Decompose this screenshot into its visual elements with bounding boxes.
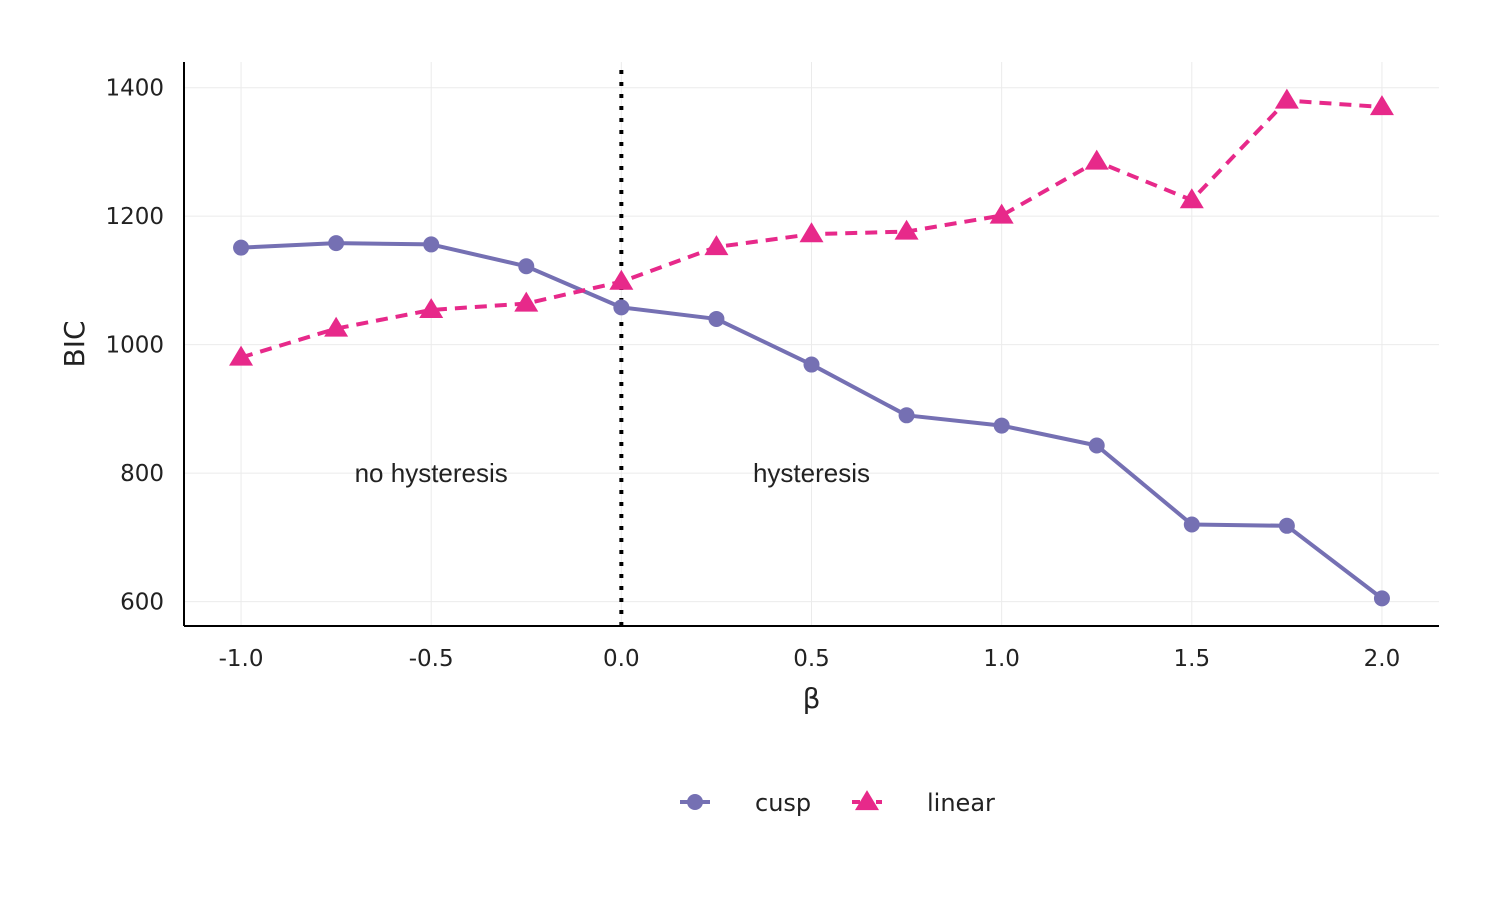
x-tick-label: 0.0 — [603, 646, 640, 672]
data-point-linear — [324, 316, 349, 337]
data-point-linear — [1084, 149, 1109, 170]
data-point-cusp — [233, 239, 250, 256]
data-point-linear — [1274, 88, 1299, 109]
data-point-linear — [799, 222, 824, 243]
axes-layer: -1.0 -0.5 0.0 0.5 1.0 1.5 2.0 600 800 1000 1200 140… — [58, 62, 1439, 715]
series-linear — [229, 88, 1394, 366]
series-layer — [229, 88, 1394, 607]
y-tick-label: 1000 — [105, 333, 164, 359]
y-tick-label: 1200 — [105, 204, 164, 230]
data-point-cusp — [898, 407, 915, 424]
data-point-linear — [419, 298, 444, 319]
data-point-linear — [894, 219, 919, 240]
x-tick-label: -1.0 — [219, 646, 264, 672]
data-point-linear — [609, 269, 634, 290]
legend-label-cusp: cusp — [755, 789, 811, 817]
data-point-cusp — [423, 236, 440, 253]
grid-layer — [184, 62, 1439, 626]
x-axis-title: β — [803, 682, 821, 715]
data-point-cusp — [803, 356, 820, 373]
data-point-cusp — [518, 258, 535, 275]
data-point-cusp — [1183, 516, 1200, 533]
data-point-cusp — [613, 299, 630, 316]
data-point-cusp — [993, 417, 1010, 434]
x-tick-label: 1.5 — [1174, 646, 1211, 672]
data-point-cusp — [708, 310, 725, 327]
data-point-linear — [1369, 95, 1394, 116]
legend-key-marker-linear — [855, 790, 879, 811]
series-cusp — [233, 235, 1390, 607]
data-point-linear — [514, 291, 539, 312]
data-point-cusp — [1278, 517, 1295, 534]
annotation-label: no hysteresis — [355, 458, 508, 488]
x-tick-label: -0.5 — [409, 646, 454, 672]
y-tick-label: 600 — [120, 590, 164, 616]
legend-item-linear: linear — [852, 789, 995, 817]
y-tick-label: 1400 — [105, 76, 164, 102]
legend-key-marker-cusp — [687, 794, 703, 810]
data-point-cusp — [1373, 590, 1390, 607]
y-tick-label: 800 — [120, 461, 164, 487]
y-axis-title: BIC — [58, 320, 91, 367]
data-point-linear — [989, 203, 1014, 224]
annotation-layer: no hysteresis hysteresis — [355, 458, 870, 488]
x-tick-label: 2.0 — [1364, 646, 1401, 672]
data-point-cusp — [328, 235, 345, 252]
x-tick-label: 1.0 — [983, 646, 1020, 672]
legend-label-linear: linear — [927, 789, 995, 817]
data-point-linear — [1179, 188, 1204, 209]
annotation-label: hysteresis — [753, 458, 870, 488]
data-point-linear — [229, 345, 254, 366]
data-point-cusp — [1088, 437, 1105, 454]
x-tick-label: 0.5 — [793, 646, 830, 672]
legend: cusp linear — [680, 789, 995, 817]
data-point-linear — [704, 235, 729, 256]
legend-item-cusp: cusp — [680, 789, 811, 817]
